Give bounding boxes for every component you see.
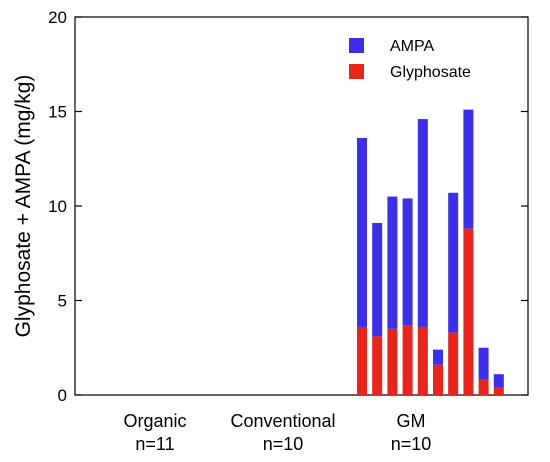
bar-glyphosate — [478, 379, 489, 395]
bar-ampa — [478, 347, 489, 380]
bar-glyphosate — [357, 326, 367, 395]
bar-ampa — [433, 349, 443, 365]
bar-glyphosate — [387, 328, 398, 395]
y-tick-label: 10 — [48, 197, 67, 216]
group-label: Conventional — [230, 411, 335, 431]
y-axis: 0 5 10 15 20 — [48, 8, 528, 405]
bar-ampa — [372, 223, 383, 337]
legend-swatch — [349, 64, 364, 79]
x-axis-group-labels: Organic n=11 Conventional n=10 GM n=10 — [123, 411, 431, 454]
bars — [357, 109, 504, 395]
bar-ampa — [417, 119, 428, 327]
legend-label: AMPA — [390, 38, 434, 55]
y-tick-label: 15 — [48, 103, 67, 122]
bar-ampa — [357, 137, 367, 327]
bar-glyphosate — [417, 326, 428, 395]
y-tick-label: 20 — [48, 8, 67, 27]
legend-label: Glyphosate — [390, 64, 471, 81]
group-sample-size: n=10 — [263, 434, 304, 454]
group-sample-size: n=10 — [391, 434, 432, 454]
bar-ampa — [402, 198, 413, 326]
group-label: Organic — [123, 411, 186, 431]
legend-swatch — [349, 38, 364, 53]
bar-ampa — [463, 109, 474, 229]
bar-glyphosate — [433, 364, 443, 395]
y-axis-title: Glyphosate + AMPA (mg/kg) — [12, 75, 35, 338]
bar-glyphosate — [463, 228, 474, 395]
bar-glyphosate — [402, 325, 413, 395]
y-tick-label: 0 — [58, 386, 67, 405]
group-sample-size: n=11 — [135, 434, 174, 454]
bar-ampa — [387, 196, 398, 329]
bar-ampa — [448, 192, 459, 333]
y-tick-label: 5 — [58, 292, 67, 311]
bar-glyphosate — [372, 336, 383, 395]
group-label: GM — [397, 411, 426, 431]
bar-ampa — [493, 374, 504, 388]
bar-glyphosate — [448, 332, 459, 395]
bar-glyphosate — [493, 387, 504, 395]
legend: AMPA Glyphosate — [349, 38, 471, 81]
